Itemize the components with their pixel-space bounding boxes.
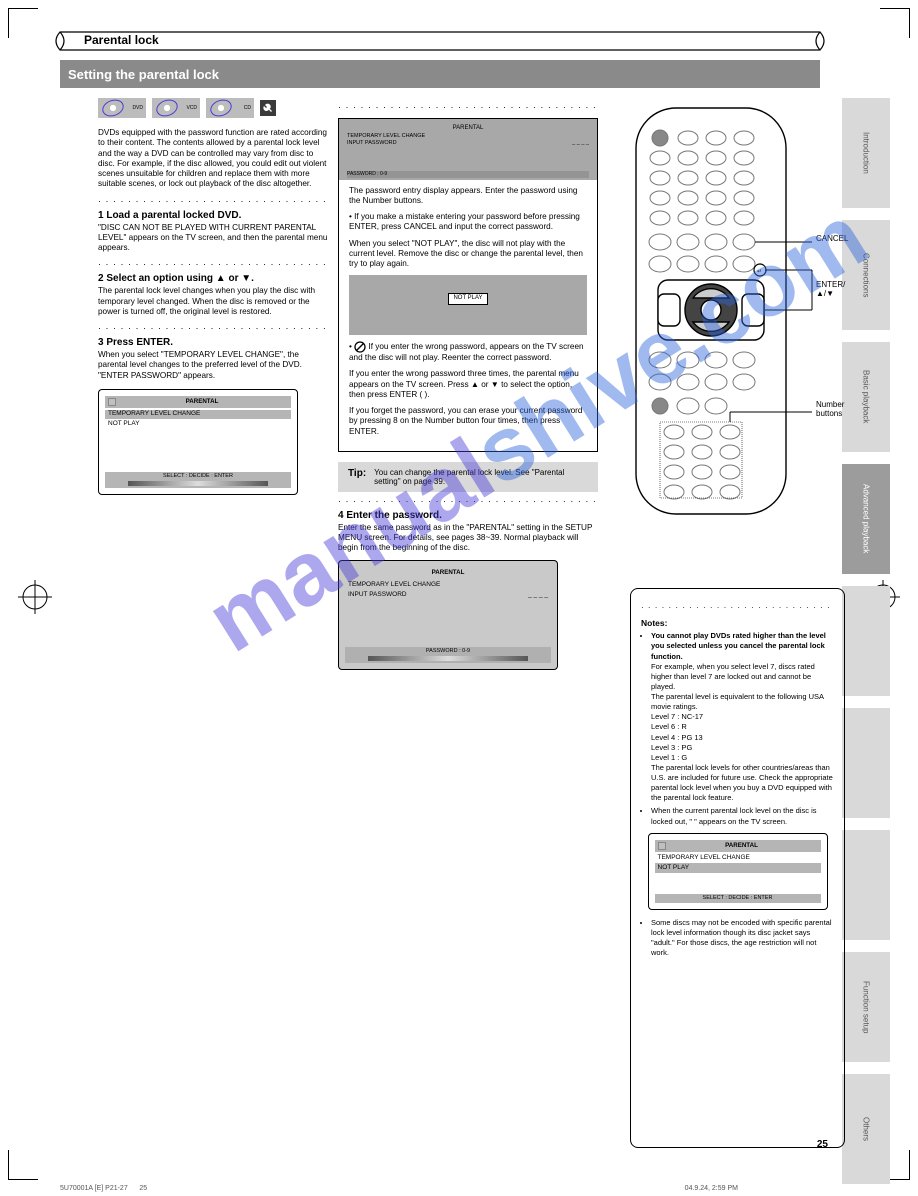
note-item: When the current parental lock level on …	[651, 806, 834, 826]
box-note: If you forget the password, you can eras…	[349, 406, 587, 437]
tab-function: Function setup	[842, 952, 890, 1062]
osd-parental-1: PARENTAL TEMPORARY LEVEL CHANGE NOT PLAY…	[98, 389, 298, 495]
mid-box: PARENTAL TEMPORARY LEVEL CHANGE INPUT PA…	[338, 118, 598, 452]
disc-cd-icon: CD	[206, 98, 254, 118]
remote-label-enter: ENTER/ ▲/▼	[816, 280, 845, 298]
osd-row: INPUT PASSWORD_ _ _ _	[345, 590, 551, 599]
tab-blank	[842, 830, 890, 940]
remote-diagram: ↵	[630, 102, 815, 532]
box-note: • If you enter the wrong password, appea…	[349, 341, 587, 363]
side-tabs: Introduction Connections Basic playback …	[842, 98, 890, 1196]
step3-body: When you select "TEMPORARY LEVEL CHANGE"…	[98, 350, 328, 381]
box-note: If you enter the wrong password three ti…	[349, 369, 587, 400]
box-text: The password entry display appears. Ente…	[349, 186, 587, 207]
tab-connections: Connections	[842, 220, 890, 330]
osd-row: TEMPORARY LEVEL CHANGE	[655, 854, 821, 863]
disc-vcd-icon: VCD	[152, 98, 200, 118]
setup-icon	[260, 100, 276, 116]
notes-heading: Notes:	[641, 618, 834, 629]
disc-icons: DVD VCD CD	[98, 98, 328, 118]
osd-parental-2: PARENTAL TEMPORARY LEVEL CHANGE INPUT PA…	[338, 560, 558, 670]
step1-title: 1 Load a parental locked DVD.	[98, 210, 328, 221]
middle-column: · · · · · · · · · · · · · · · · · · · · …	[338, 98, 598, 670]
mini-osd: NOT PLAY	[349, 275, 587, 335]
svg-text:↵: ↵	[757, 269, 762, 275]
notes-column: · · · · · · · · · · · · · · · · · · · · …	[630, 588, 845, 1148]
disc-dvd-icon: DVD	[98, 98, 146, 118]
box-note: • If you make a mistake entering your pa…	[349, 212, 587, 233]
footer-file: 5U70001A [E] P21-27 25	[60, 1185, 147, 1192]
left-column: DVD VCD CD DVDs equipped with the passwo…	[98, 98, 328, 495]
divider-dots: · · · · · · · · · · · · · · · · · · · · …	[338, 496, 598, 506]
remote-label-cancel: CANCEL	[816, 234, 848, 243]
footer-date: 04.9.24, 2:59 PM	[685, 1185, 738, 1192]
step3-title: 3 Press ENTER.	[98, 337, 328, 348]
registration-mark	[18, 580, 52, 614]
osd-row: NOT PLAY	[655, 863, 821, 872]
osd-row: NOT PLAY	[105, 419, 291, 428]
step4-title: 4 Enter the password.	[338, 510, 598, 521]
osd-parental-notes: PARENTAL TEMPORARY LEVEL CHANGE NOT PLAY…	[648, 833, 828, 910]
step1-body: "DISC CAN NOT BE PLAYED WITH CURRENT PAR…	[98, 223, 328, 254]
tip-box: Tip: You can change the parental lock le…	[338, 462, 598, 492]
notes-box: · · · · · · · · · · · · · · · · · · · · …	[630, 588, 845, 1148]
tab-basic: Basic playback	[842, 342, 890, 452]
box-text: When you select "NOT PLAY", the disc wil…	[349, 239, 587, 270]
osd-row: TEMPORARY LEVEL CHANGE	[105, 410, 291, 419]
note-item: Some discs may not be encoded with speci…	[651, 918, 834, 959]
remote-label-number: Number buttons	[816, 400, 844, 418]
intro-text: DVDs equipped with the password function…	[98, 128, 328, 190]
tab-blank	[842, 708, 890, 818]
divider-dots: · · · · · · · · · · · · · · · · · · · · …	[338, 102, 598, 112]
divider-dots: · · · · · · · · · · · · · · · · · · · · …	[98, 323, 328, 333]
step4-body: Enter the same password as in the "PAREN…	[338, 523, 598, 554]
crop-mark	[8, 1150, 38, 1180]
osd-row: TEMPORARY LEVEL CHANGE	[345, 581, 551, 590]
banner-title: Parental lock	[84, 33, 159, 47]
step2-title: 2 Select an option using ▲ or ▼.	[98, 273, 328, 284]
tab-advanced: Advanced playback	[842, 464, 890, 574]
banner: Parental lock	[60, 28, 820, 54]
crop-mark	[8, 8, 38, 38]
tab-intro: Introduction	[842, 98, 890, 208]
tab-blank	[842, 586, 890, 696]
divider-dots: · · · · · · · · · · · · · · · · · · · · …	[98, 259, 328, 269]
tab-others: Others	[842, 1074, 890, 1184]
step2-body: The parental lock level changes when you…	[98, 286, 328, 317]
note-item: You cannot play DVDs rated higher than t…	[651, 631, 834, 803]
section-title: Setting the parental lock	[60, 60, 820, 88]
divider-dots: · · · · · · · · · · · · · · · · · · · · …	[98, 196, 328, 206]
page: Parental lock Setting the parental lock …	[60, 28, 890, 1158]
page-number: 25	[817, 1139, 828, 1150]
content: Introduction Connections Basic playback …	[60, 98, 890, 1158]
